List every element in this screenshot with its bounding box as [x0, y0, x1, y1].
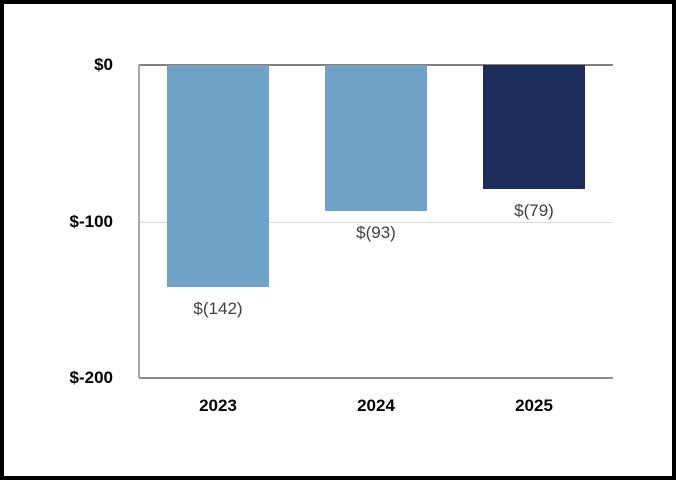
- x-axis-labels: 2023 2024 2025: [139, 396, 613, 416]
- x-axis-label-2024: 2024: [357, 396, 395, 415]
- category-2025: $(79): [455, 65, 613, 378]
- data-label-2025: $(79): [514, 201, 554, 220]
- gridline-minus-100: [139, 221, 613, 223]
- x-axis-label-2023: 2023: [199, 396, 237, 415]
- category-2023: $(142): [139, 65, 297, 378]
- x-axis-label-2025: 2025: [515, 396, 553, 415]
- plot-area: $(142) $(93) $(79): [138, 64, 613, 379]
- bottom-axis-line: [139, 377, 613, 379]
- bar-2023: [167, 65, 269, 287]
- bars-row: $(142) $(93) $(79): [139, 65, 613, 378]
- y-axis-tick-minus-200: $-200: [69, 368, 113, 387]
- bar-2024: [325, 65, 427, 211]
- left-axis-line: [138, 65, 140, 378]
- data-label-2024: $(93): [356, 223, 396, 242]
- data-label-2023: $(142): [193, 299, 243, 318]
- category-2024: $(93): [297, 65, 455, 378]
- bar-2025: [483, 65, 585, 189]
- y-axis-tick-minus-100: $-100: [69, 212, 113, 231]
- y-axis-tick-0: $0: [94, 55, 113, 74]
